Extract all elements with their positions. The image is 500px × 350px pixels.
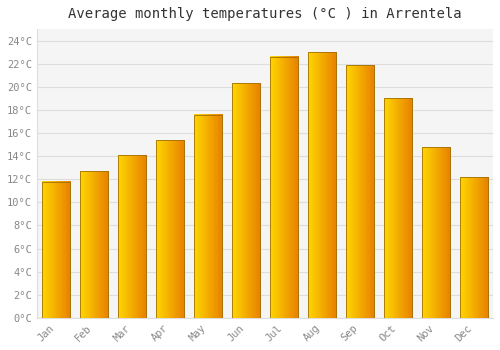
Bar: [80, 171, 108, 318]
Bar: [346, 65, 374, 318]
Bar: [194, 114, 222, 318]
Bar: [42, 182, 70, 318]
Bar: [118, 155, 146, 318]
Bar: [232, 83, 260, 318]
Bar: [308, 52, 336, 318]
Bar: [460, 177, 488, 318]
Bar: [270, 57, 298, 318]
Bar: [422, 147, 450, 318]
Title: Average monthly temperatures (°C ) in Arrentela: Average monthly temperatures (°C ) in Ar…: [68, 7, 462, 21]
Bar: [156, 140, 184, 318]
Bar: [384, 98, 412, 318]
